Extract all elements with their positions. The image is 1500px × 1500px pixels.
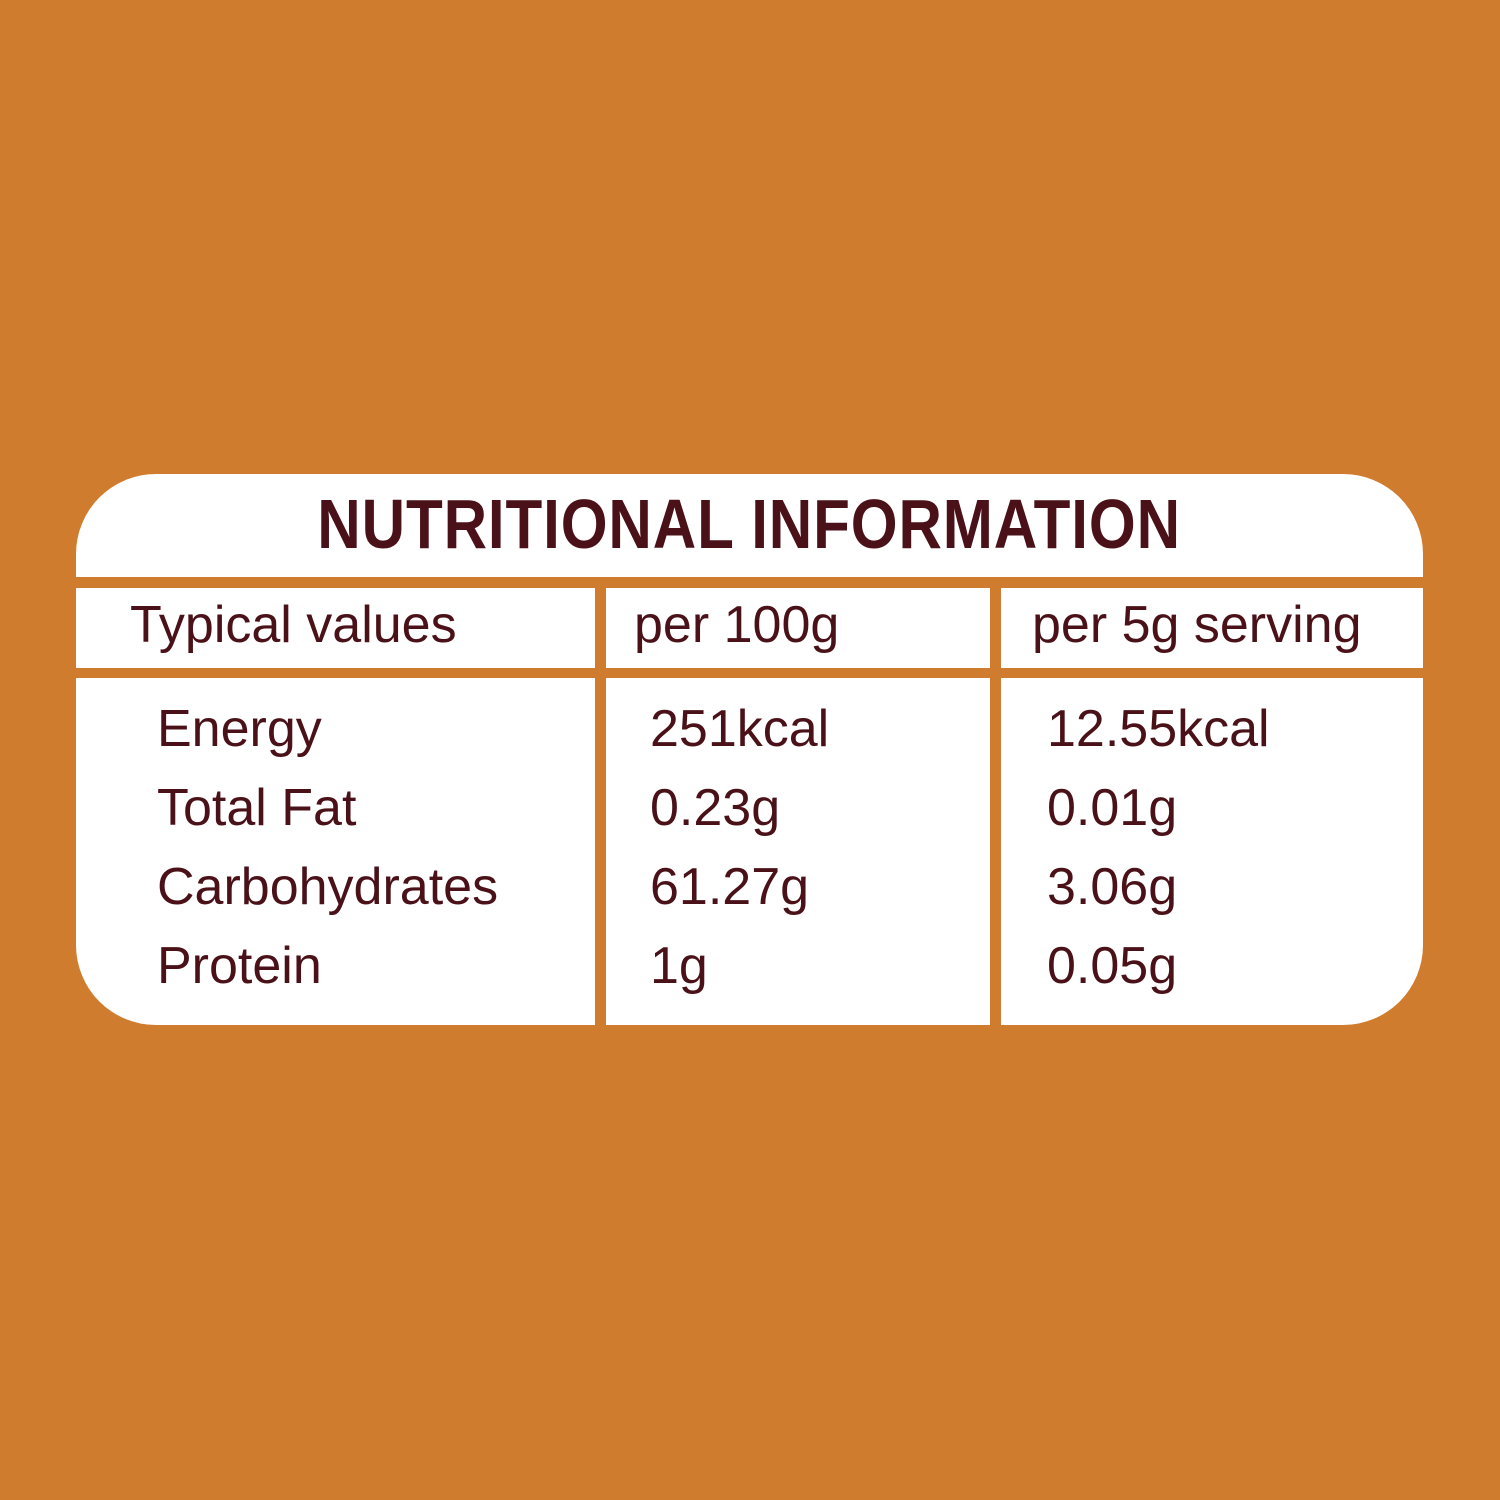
row-per100-carbohydrates: 61.27g [650,858,810,916]
row-name-energy: Energy [157,700,322,758]
divider-header [76,668,1423,678]
header-per-100g: per 100g [634,596,840,654]
nutrition-panel [76,474,1423,1025]
row-serving-energy: 12.55kcal [1047,700,1270,758]
column-divider-1 [595,577,606,1025]
column-divider-2 [990,577,1001,1025]
header-typical-values: Typical values [130,596,457,654]
row-serving-carbohydrates: 3.06g [1047,858,1178,916]
row-serving-protein: 0.05g [1047,937,1178,995]
header-per-serving: per 5g serving [1032,596,1362,654]
row-per100-fat: 0.23g [650,779,781,837]
row-name-fat: Total Fat [157,779,357,837]
row-per100-energy: 251kcal [650,700,830,758]
panel-title: NUTRITIONAL INFORMATION [317,485,1182,563]
row-name-protein: Protein [157,937,322,995]
row-per100-protein: 1g [650,937,708,995]
divider-title [76,577,1423,588]
row-serving-fat: 0.01g [1047,779,1178,837]
row-name-carbohydrates: Carbohydrates [157,858,499,916]
